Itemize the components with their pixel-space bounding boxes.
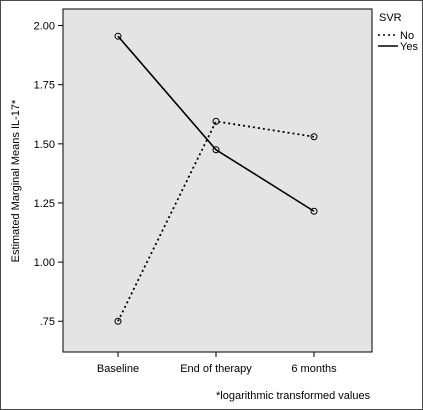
y-tick-label: 1.25 <box>34 198 55 210</box>
data-point-yes <box>212 146 220 154</box>
y-tick-label: 1.00 <box>34 257 55 269</box>
y-axis: .75 1.00 1.25 1.50 1.75 2.00 <box>34 21 63 328</box>
legend-label-no: No <box>400 30 414 42</box>
y-tick-label: 1.75 <box>34 80 55 92</box>
x-tick-label: 6 months <box>291 363 337 375</box>
data-point-yes <box>114 32 122 40</box>
y-tick-label: .75 <box>40 316 55 328</box>
y-axis-label: Estimated Marginal Means IL-17* <box>10 99 22 262</box>
data-point-no <box>310 133 318 141</box>
data-point-no <box>114 317 122 325</box>
footnote: *logarithmic transformed values <box>216 390 371 402</box>
x-tick-label: Baseline <box>97 363 139 375</box>
data-point-yes <box>310 207 318 215</box>
data-point-no <box>212 117 220 125</box>
series-layer <box>114 32 318 325</box>
y-tick-label: 1.50 <box>34 139 55 151</box>
y-tick-label: 2.00 <box>34 21 55 33</box>
series-line-yes <box>117 35 315 212</box>
legend-label-yes: Yes <box>400 41 418 53</box>
plot-area <box>62 8 373 353</box>
x-tick-label: End of therapy <box>180 363 252 375</box>
x-axis: Baseline End of therapy 6 months <box>97 352 337 375</box>
legend-title: SVR <box>379 12 402 24</box>
